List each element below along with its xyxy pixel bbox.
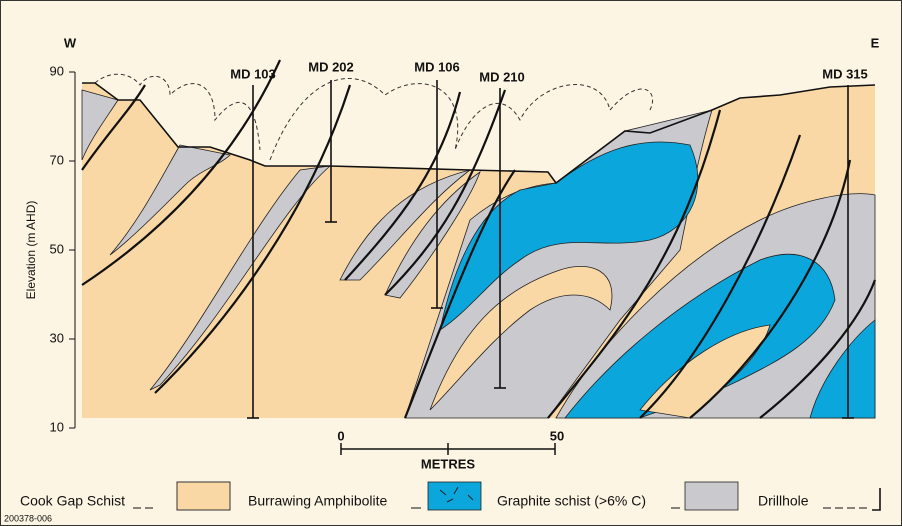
y-tick-label: 30 [50, 330, 64, 345]
legend-swatch [428, 482, 481, 510]
drillhole-label: MD 210 [479, 69, 525, 84]
drillhole-label: MD 202 [308, 59, 354, 74]
y-tick-label: 50 [50, 241, 64, 256]
y-tick-label: 90 [50, 63, 64, 78]
legend-swatch [177, 482, 230, 510]
scale-end: 50 [550, 428, 564, 443]
legend-label: Cook Gap Schist [20, 493, 125, 509]
east-label: E [871, 35, 880, 50]
drillhole-label: MD 315 [822, 66, 868, 81]
y-axis-label: Elevation (m AHD) [24, 201, 38, 300]
y-tick-label: 10 [50, 419, 64, 434]
drillhole-label: MD 103 [230, 66, 276, 81]
legend-swatch [685, 482, 738, 510]
drillhole-label: MD 106 [414, 59, 460, 74]
west-label: W [64, 35, 77, 50]
legend-label: Burrawing Amphibolite [248, 493, 388, 509]
figure: MD 103 MD 202 MD 106 MD 210 MD 315 W E 9… [0, 0, 902, 526]
figure-id: 200378-006 [4, 513, 52, 523]
y-tick-label: 70 [50, 152, 64, 167]
legend-label: Graphite schist (>6% C) [497, 493, 646, 509]
scale-start: 0 [337, 428, 344, 443]
scale-unit: METRES [421, 456, 476, 471]
legend-label: Drillhole [758, 493, 809, 509]
